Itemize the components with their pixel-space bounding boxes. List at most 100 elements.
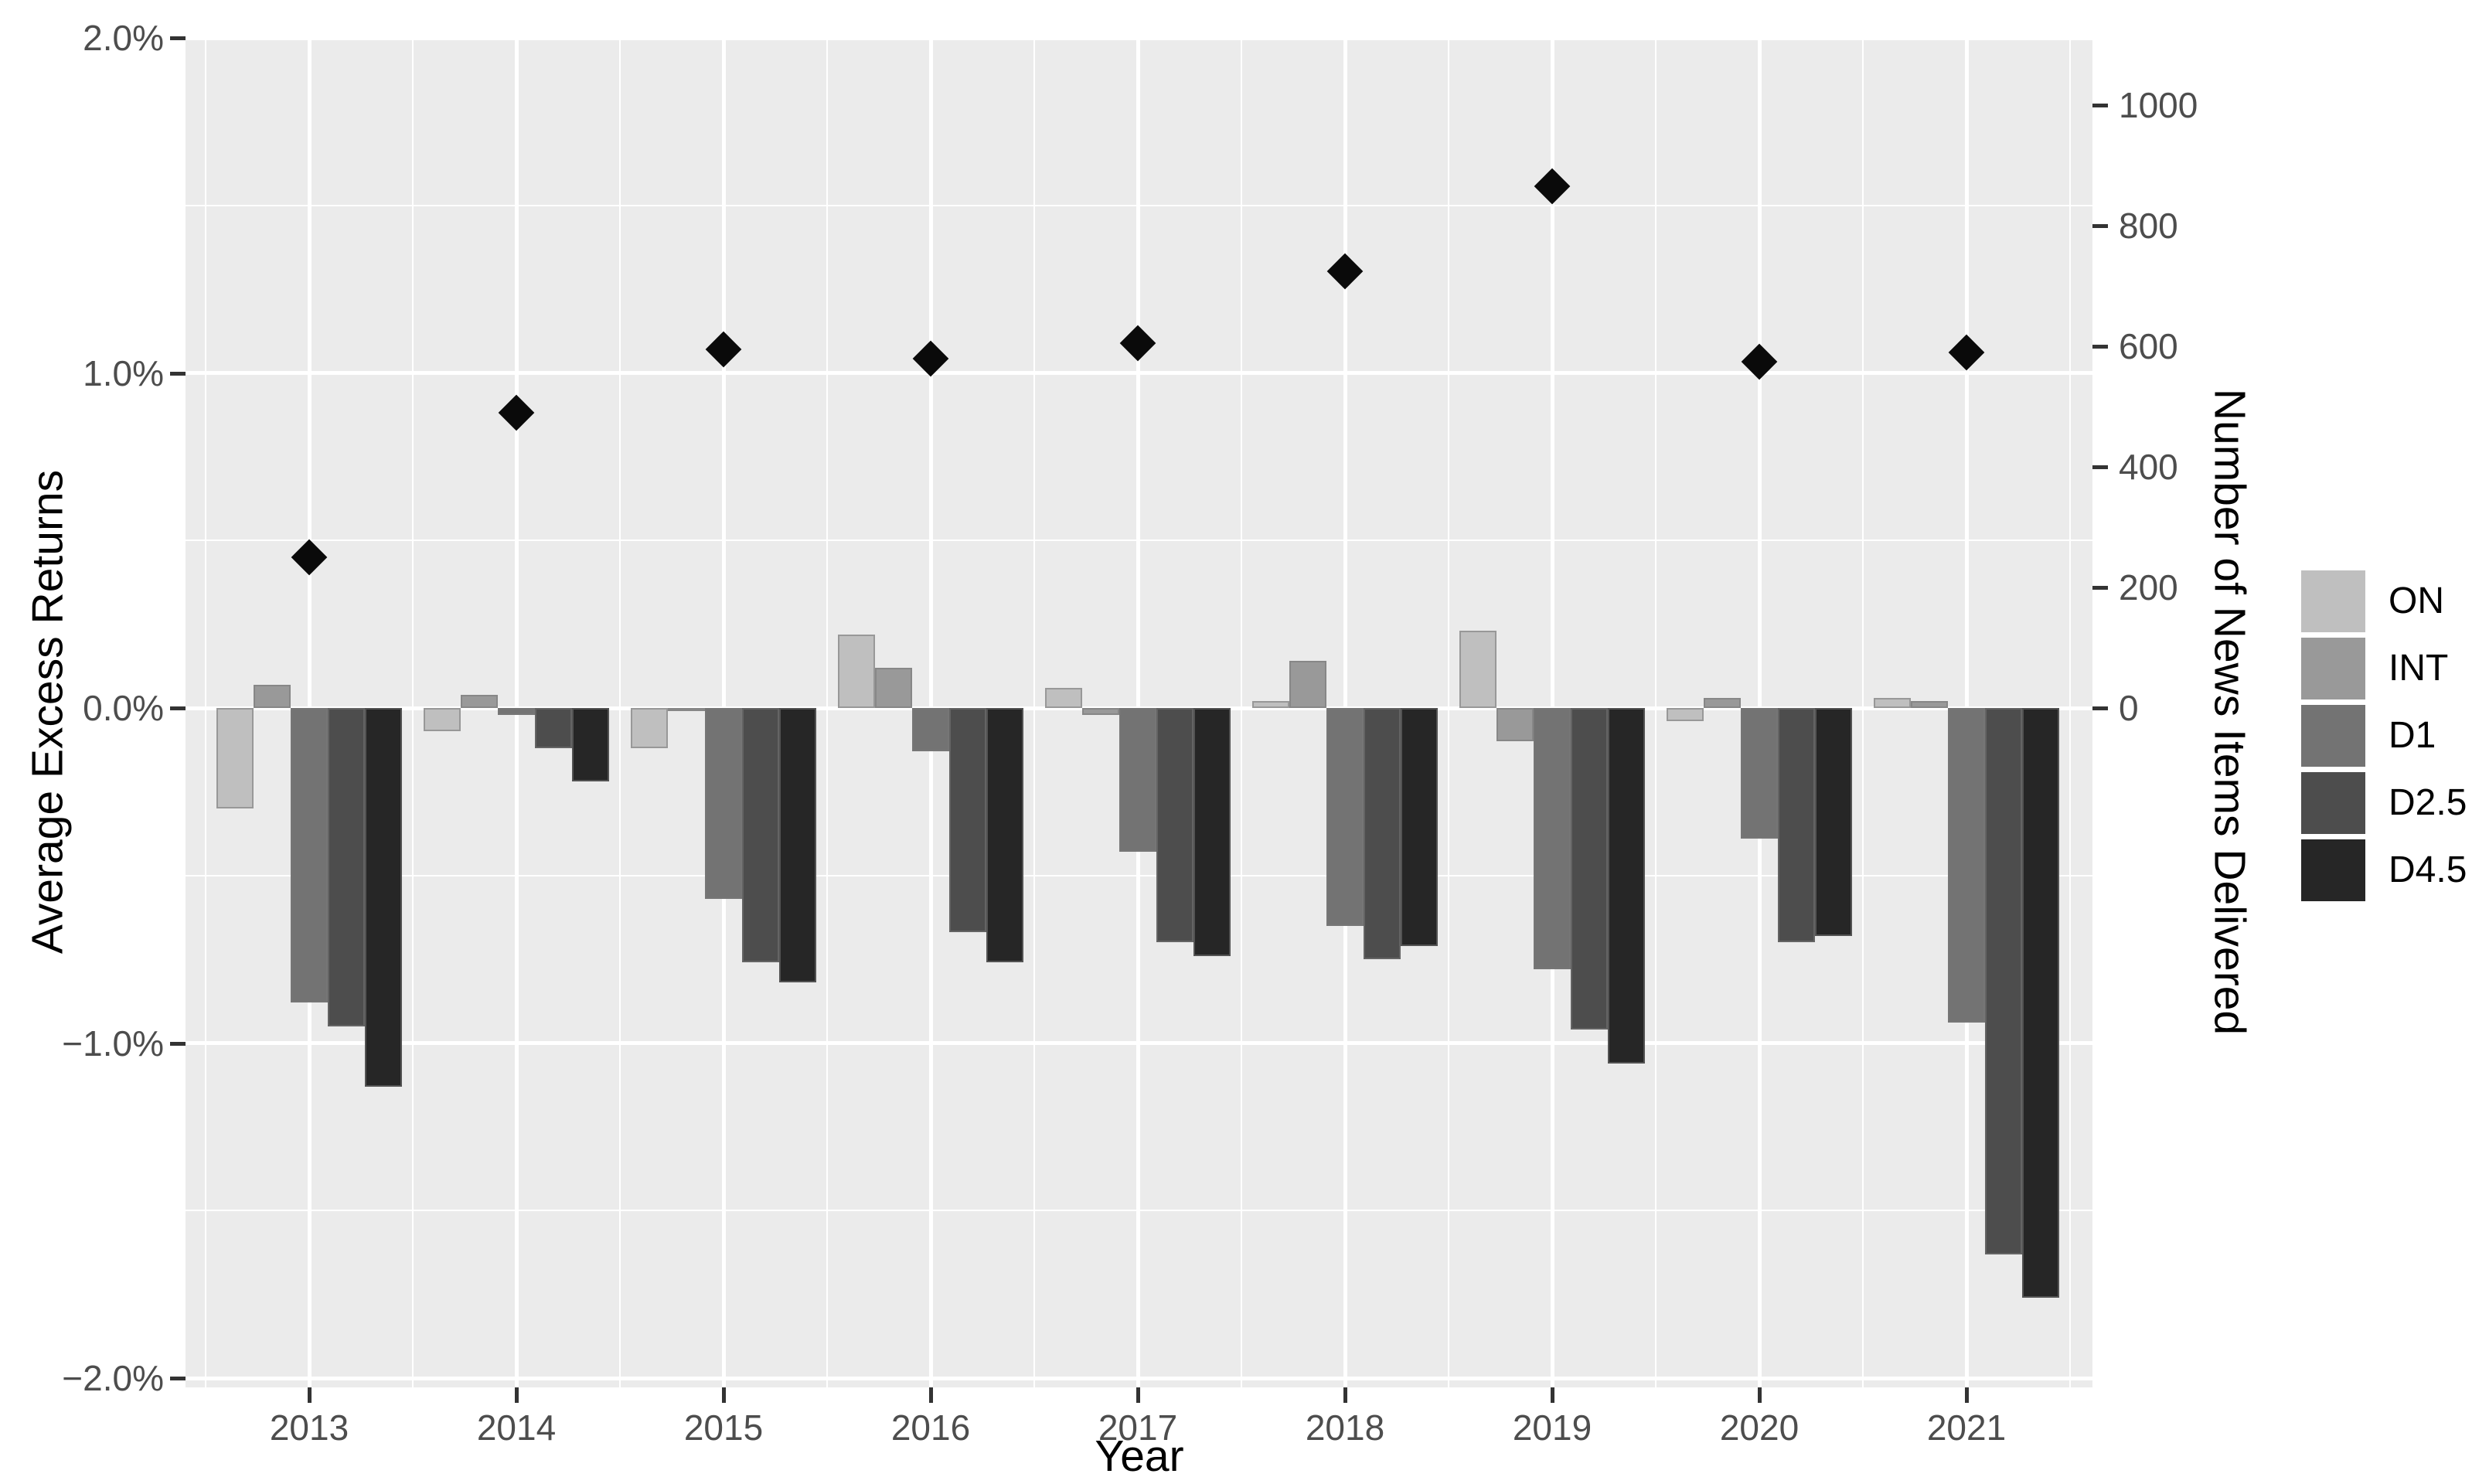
- diamond-marker-2018: [1326, 253, 1364, 289]
- bar-2019-D4.5: [1608, 708, 1645, 1064]
- x-axis-tick-label: 2021: [1926, 1407, 2007, 1448]
- right-axis-tick-label: 0: [2119, 688, 2139, 728]
- x-axis-tick: [1965, 1387, 1969, 1403]
- x-axis-tick: [308, 1387, 312, 1403]
- x-axis-tick: [722, 1387, 726, 1403]
- legend-item-D4.5: D4.5: [2301, 839, 2467, 901]
- right-axis-tick-label: 400: [2119, 447, 2178, 487]
- left-axis-tick-label: 0.0%: [83, 688, 164, 728]
- diamond-marker-2017: [1119, 325, 1156, 362]
- bar-2013-D4.5: [365, 708, 402, 1087]
- bar-2014-D4.5: [572, 708, 609, 782]
- x-axis-tick: [1758, 1387, 1762, 1403]
- bar-2020-ON: [1667, 708, 1704, 722]
- minor-gridline-vertical: [1447, 37, 1450, 1387]
- left-axis-tick-label: −1.0%: [62, 1023, 164, 1064]
- minor-gridline-vertical: [2069, 37, 2072, 1387]
- plot-panel: [186, 37, 2092, 1387]
- bar-2019-ON: [1459, 631, 1496, 708]
- bar-2015-ON: [631, 708, 668, 749]
- right-axis-tick-label: 200: [2119, 567, 2178, 608]
- bar-2015-INT: [668, 708, 705, 712]
- legend-label-D1: D1: [2389, 715, 2436, 756]
- diamond-marker-2019: [1534, 168, 1571, 205]
- bar-2019-D2.5: [1571, 708, 1608, 1030]
- bar-2014-ON: [424, 708, 461, 732]
- legend-item-ON: ON: [2301, 570, 2467, 632]
- bar-2016-INT: [875, 667, 912, 708]
- x-axis-tick: [515, 1387, 519, 1403]
- left-axis-tick-label: 2.0%: [83, 18, 164, 58]
- legend-swatch-D4.5: [2301, 839, 2365, 901]
- bar-2021-ON: [1874, 697, 1911, 708]
- bar-2017-INT: [1082, 708, 1119, 715]
- minor-gridline-vertical: [1654, 37, 1657, 1387]
- right-axis-tick: [2092, 224, 2108, 228]
- x-axis-tick: [1343, 1387, 1347, 1403]
- x-axis-tick-label: 2019: [1512, 1407, 1592, 1448]
- minor-gridline-vertical: [826, 37, 829, 1387]
- bar-2016-ON: [838, 634, 875, 708]
- bar-2015-D1: [705, 708, 742, 900]
- bar-2016-D2.5: [949, 708, 986, 933]
- legend: ON INT D1 D2.5 D4.5: [2301, 570, 2467, 907]
- legend-item-INT: INT: [2301, 638, 2467, 699]
- bar-2021-D4.5: [2022, 708, 2059, 1298]
- bar-2013-ON: [216, 708, 254, 809]
- bar-2014-INT: [461, 694, 498, 708]
- minor-gridline-vertical: [1861, 37, 1864, 1387]
- diamond-marker-2014: [498, 394, 535, 431]
- bar-2016-D1: [912, 708, 949, 752]
- right-axis-tick-label: 1000: [2119, 85, 2198, 125]
- x-axis-tick-label: 2018: [1305, 1407, 1385, 1448]
- bar-2020-INT: [1704, 697, 1741, 708]
- bar-2017-D2.5: [1156, 708, 1193, 943]
- minor-gridline-vertical: [1240, 37, 1243, 1387]
- bar-2017-ON: [1045, 687, 1082, 708]
- bar-2015-D4.5: [779, 708, 816, 983]
- x-axis-tick: [1551, 1387, 1554, 1403]
- bar-2016-D4.5: [986, 708, 1023, 963]
- x-axis-tick-label: 2020: [1719, 1407, 1800, 1448]
- legend-item-D1: D1: [2301, 705, 2467, 767]
- legend-label-D4.5: D4.5: [2389, 849, 2467, 890]
- bar-2021-D1: [1948, 708, 1985, 1023]
- legend-label-ON: ON: [2389, 580, 2444, 621]
- left-axis-tick: [170, 36, 186, 40]
- bar-2013-D1: [291, 708, 328, 1003]
- x-axis-tick-label: 2013: [269, 1407, 349, 1448]
- right-axis-tick: [2092, 586, 2108, 590]
- left-axis-title: Average Excess Returns: [22, 469, 73, 955]
- x-axis-tick: [1136, 1387, 1140, 1403]
- x-axis-tick-label: 2014: [476, 1407, 557, 1448]
- bar-2020-D2.5: [1778, 708, 1815, 943]
- bar-2018-D4.5: [1401, 708, 1438, 946]
- diamond-marker-2021: [1948, 334, 1985, 371]
- bar-2013-D2.5: [328, 708, 365, 1026]
- legend-item-D2.5: D2.5: [2301, 772, 2467, 834]
- diamond-marker-2015: [705, 331, 742, 368]
- bar-2014-D1: [498, 708, 535, 715]
- right-axis-tick: [2092, 104, 2108, 107]
- bar-2017-D1: [1119, 708, 1156, 853]
- bar-2018-D2.5: [1364, 708, 1401, 960]
- right-axis-tick: [2092, 465, 2108, 469]
- left-axis-tick-label: −2.0%: [62, 1358, 164, 1398]
- bar-2017-D4.5: [1193, 708, 1231, 956]
- x-axis-tick: [929, 1387, 933, 1403]
- bar-2020-D1: [1741, 708, 1778, 839]
- right-axis-tick: [2092, 345, 2108, 349]
- bar-2019-D1: [1534, 708, 1571, 970]
- bar-2021-D2.5: [1985, 708, 2022, 1254]
- left-axis-tick: [170, 706, 186, 710]
- left-axis-tick: [170, 1377, 186, 1380]
- diamond-marker-2013: [291, 539, 328, 576]
- x-axis-title: Year: [1095, 1431, 1184, 1481]
- bar-2018-ON: [1252, 701, 1289, 708]
- legend-swatch-D2.5: [2301, 772, 2365, 834]
- minor-gridline-vertical: [1033, 37, 1036, 1387]
- minor-gridline-vertical: [411, 37, 414, 1387]
- legend-label-INT: INT: [2389, 648, 2449, 689]
- minor-gridline-vertical: [618, 37, 621, 1387]
